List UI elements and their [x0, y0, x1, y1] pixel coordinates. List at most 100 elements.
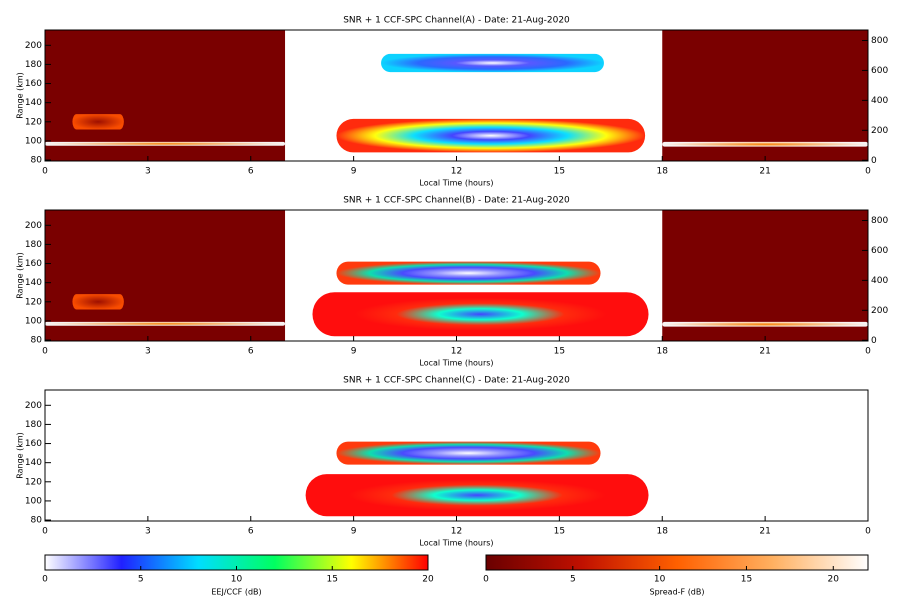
colorbar-tick-label: 5: [138, 575, 144, 585]
y-tick-label: 160: [25, 259, 42, 269]
y2-tick-label: 800: [871, 216, 888, 226]
colorbar: [485, 554, 869, 571]
echo-layer: [662, 210, 868, 341]
y2-tick-label: 400: [871, 276, 888, 286]
echo-layer: [305, 474, 649, 517]
colorbar-tick-label: 10: [654, 575, 666, 585]
y2-tick-label: 200: [871, 126, 888, 136]
x-tick-label: 15: [554, 527, 565, 537]
echo-map: [45, 210, 868, 341]
echo-map: [305, 441, 649, 517]
x-tick-label: 0: [865, 167, 871, 177]
x-tick-label: 21: [759, 527, 770, 537]
x-tick-label: 15: [554, 347, 565, 357]
x-tick-label: 6: [248, 527, 254, 537]
x-tick-label: 3: [145, 167, 151, 177]
y-axis-label: Range (km): [16, 72, 25, 119]
colorbar-tick-label: 15: [741, 575, 752, 585]
panel-title: SNR + 1 CCF-SPC Channel(C) - Date: 21-Au…: [343, 376, 570, 386]
y-tick-label: 140: [25, 98, 42, 108]
echo-layer: [662, 141, 868, 147]
echo-layer: [45, 141, 286, 146]
x-axis-label: Local Time (hours): [419, 539, 493, 548]
x-tick-label: 18: [657, 527, 669, 537]
y-tick-label: 120: [25, 117, 42, 127]
y-tick-label: 120: [25, 477, 42, 487]
y2-tick-label: 0: [871, 156, 877, 166]
colorbar-tick-label: 10: [231, 575, 243, 585]
y-tick-label: 140: [25, 278, 42, 288]
panel-title: SNR + 1 CCF-SPC Channel(B) - Date: 21-Au…: [343, 196, 570, 206]
y-axis-label: Range (km): [16, 252, 25, 299]
colorbar-label: EEJ/CCF (dB): [211, 588, 261, 597]
x-tick-label: 12: [451, 167, 462, 177]
y-tick-label: 200: [25, 401, 42, 411]
colorbar-tick-label: 0: [42, 575, 48, 585]
y2-tick-label: 400: [871, 96, 888, 106]
y-tick-label: 120: [25, 297, 42, 307]
y-tick-label: 180: [25, 240, 42, 250]
y-tick-label: 180: [25, 420, 42, 430]
y-tick-label: 80: [31, 336, 43, 346]
colorbar-label: Spread-F (dB): [649, 588, 704, 597]
x-tick-label: 21: [759, 347, 770, 357]
x-tick-label: 9: [351, 527, 357, 537]
colorbar-tick-label: 0: [483, 575, 489, 585]
y2-tick-label: 800: [871, 36, 888, 46]
colorbar-tick-label: 15: [327, 575, 338, 585]
y-axis-label: Range (km): [16, 432, 25, 479]
x-tick-label: 3: [145, 527, 151, 537]
x-tick-label: 3: [145, 347, 151, 357]
x-tick-label: 9: [351, 167, 357, 177]
echo-layer: [662, 321, 868, 327]
x-tick-label: 0: [865, 347, 871, 357]
panel-title: SNR + 1 CCF-SPC Channel(A) - Date: 21-Au…: [343, 16, 570, 26]
y-tick-label: 160: [25, 79, 42, 89]
echo-layer: [381, 53, 604, 73]
x-tick-label: 6: [248, 347, 254, 357]
x-tick-label: 18: [657, 167, 669, 177]
y-tick-label: 200: [25, 41, 42, 51]
y-tick-label: 160: [25, 439, 42, 449]
x-axis-label: Local Time (hours): [419, 179, 493, 188]
y-tick-label: 100: [25, 496, 42, 506]
x-tick-label: 0: [865, 527, 871, 537]
echo-layer: [336, 261, 601, 285]
x-tick-label: 18: [657, 347, 669, 357]
echo-layer: [662, 30, 868, 161]
y-tick-label: 100: [25, 316, 42, 326]
y2-tick-label: 600: [871, 66, 888, 76]
colorbar-tick-label: 5: [570, 575, 576, 585]
echo-layer: [45, 321, 286, 326]
x-tick-label: 12: [451, 527, 462, 537]
echo-layer: [45, 30, 286, 161]
y-tick-label: 100: [25, 136, 42, 146]
echo-layer: [312, 292, 649, 337]
echo-layer: [45, 210, 286, 341]
x-tick-label: 0: [42, 347, 48, 357]
x-tick-label: 0: [42, 167, 48, 177]
colorbar-tick-label: 20: [828, 575, 840, 585]
y2-tick-label: 200: [871, 306, 888, 316]
y2-tick-label: 0: [871, 336, 877, 346]
y-tick-label: 180: [25, 60, 42, 70]
x-tick-label: 0: [42, 527, 48, 537]
y-tick-label: 200: [25, 221, 42, 231]
y2-tick-label: 600: [871, 246, 888, 256]
x-tick-label: 9: [351, 347, 357, 357]
x-tick-label: 15: [554, 167, 565, 177]
x-tick-label: 12: [451, 347, 462, 357]
y-tick-label: 80: [31, 156, 43, 166]
colorbar-tick-label: 20: [422, 575, 434, 585]
y-tick-label: 140: [25, 458, 42, 468]
x-tick-label: 21: [759, 167, 770, 177]
echo-layer: [336, 118, 646, 153]
x-tick-label: 6: [248, 167, 254, 177]
echo-layer: [72, 114, 124, 130]
x-axis-label: Local Time (hours): [419, 359, 493, 368]
echo-layer: [336, 441, 601, 465]
echo-map: [45, 30, 868, 161]
y-tick-label: 80: [31, 516, 43, 526]
echo-layer: [72, 294, 124, 310]
